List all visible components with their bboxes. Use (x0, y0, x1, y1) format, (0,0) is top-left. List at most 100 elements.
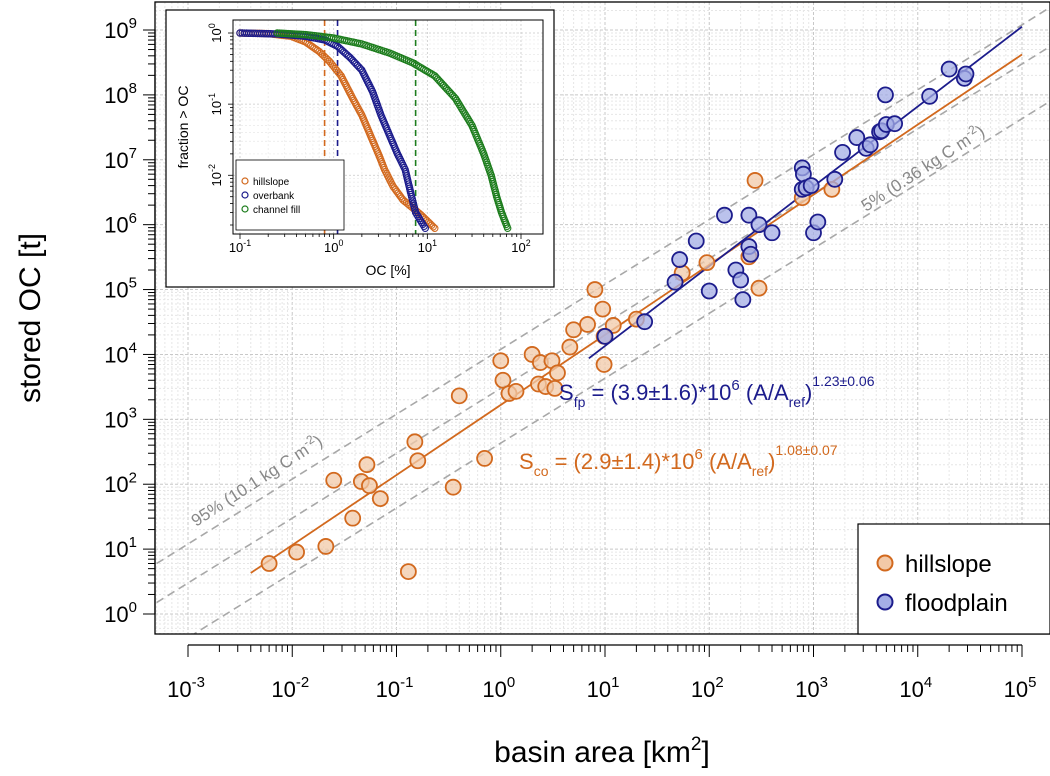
inset-legend-marker-channel-fill (241, 205, 249, 213)
x-tick-label: 103 (795, 674, 828, 702)
floodplain-point (957, 65, 975, 83)
hillslope-point (358, 456, 376, 474)
y-axis-label: stored OC [t] (14, 233, 47, 403)
hillslope-point (579, 316, 596, 333)
floodplain-point (921, 87, 939, 105)
floodplain-point (861, 136, 879, 154)
inset-x-tick-label: 102 (511, 238, 530, 255)
inset-y-axis: 100 10-1 10-2 (207, 23, 233, 226)
overbank-inset-point (419, 220, 427, 229)
channel-fill-inset-point (416, 63, 424, 71)
floodplain-point (834, 143, 851, 161)
channel-fill-inset-point (458, 106, 467, 114)
channel-fill-inset-point (418, 64, 426, 73)
hillslope-point (344, 509, 362, 527)
channel-fill-inset-point (456, 102, 464, 110)
y-tick-label: 100 (104, 599, 137, 627)
x-tick-label: 101 (587, 674, 620, 702)
channel-fill-inset-point (412, 61, 421, 69)
channel-fill-inset-point (462, 112, 470, 120)
y-tick-label: 109 (104, 15, 137, 43)
inset-legend-marker-overbank (241, 191, 249, 199)
y-tick-label: 101 (104, 534, 137, 562)
hillslope-inset-point (335, 70, 344, 78)
floodplain-point (940, 60, 958, 78)
x-axis: 10-3 10-2 10-1 100 101 102 103 104 105 (167, 644, 1036, 702)
y-tick-label: 108 (104, 80, 137, 108)
overbank-inset-point (411, 208, 420, 217)
x-tick-label: 10-1 (376, 674, 414, 702)
hillslope-inset-point (430, 224, 439, 233)
hillslope-point (595, 356, 613, 373)
inset-y-axis-label: fraction > OC (175, 86, 191, 169)
legend-label-floodplain: floodplain (905, 590, 1008, 617)
hillslope-point (561, 338, 579, 356)
hillslope-point (406, 433, 424, 451)
hillslope-point (476, 450, 494, 467)
inset-legend-label-overbank: overbank (253, 191, 295, 202)
channel-fill-inset-point (464, 116, 473, 124)
channel-fill-inset-point (503, 224, 512, 233)
inset-x-tick-label: 10-1 (229, 238, 251, 255)
channel-fill-inset-point (451, 94, 460, 103)
inset-box (165, 9, 555, 288)
reference-line-1 (156, 45, 1050, 604)
floodplain-point (809, 213, 827, 231)
channel-fill-inset-point (425, 68, 434, 77)
inset-x-axis-label: OC [%] (365, 262, 410, 278)
floodplain-point (666, 273, 684, 291)
floodplain-point (802, 177, 820, 194)
channel-fill-inset-point (423, 67, 432, 76)
hillslope-point (492, 352, 510, 370)
hillslope-point (325, 471, 343, 489)
x-tick-label: 104 (899, 674, 932, 702)
overbank-inset-point (417, 218, 426, 227)
inset-chart: 10-1 100 101 102 100 10-1 10-2 OC [%] fractio… (165, 9, 555, 288)
channel-fill-inset-point (467, 119, 475, 128)
inset-plot-frame (232, 19, 544, 235)
y-tick-label: 107 (104, 145, 137, 173)
inset-x-tick-label: 100 (324, 238, 343, 255)
hillslope-point (361, 477, 378, 495)
channel-fill-inset-point (414, 62, 423, 70)
floodplain-point (877, 86, 894, 104)
hillslope-point (594, 300, 612, 318)
floodplain-point (734, 291, 752, 309)
hillslope-point (317, 538, 335, 555)
overbank-inset-point (413, 210, 421, 219)
hillslope-point (604, 317, 622, 334)
hillslope-point (565, 321, 583, 339)
y-tick-label: 106 (104, 210, 137, 238)
floodplain-point (763, 224, 781, 242)
floodplain-point (687, 232, 705, 250)
inset-legend-box (235, 159, 345, 231)
floodplain-point (732, 271, 750, 289)
inset-y-tick-label: 10-2 (207, 164, 224, 186)
x-tick-label: 10-2 (271, 674, 309, 702)
floodplain-point (596, 327, 614, 345)
y-axis: 100 101 102 103 104 105 106 107 108 109 (104, 15, 156, 627)
inset-y-tick-label: 100 (207, 23, 224, 42)
channel-fill-inset-point (454, 98, 462, 107)
inset-legend-label-channel-fill: channel fill (253, 205, 300, 216)
hillslope-point (444, 478, 462, 496)
hillslope-inset-point (429, 222, 437, 231)
channel-fill-inset-point (457, 104, 466, 112)
x-tick-label: 100 (482, 674, 515, 702)
reference-line-2 (192, 100, 1050, 634)
legend-box (857, 523, 1050, 635)
floodplain-point (750, 216, 768, 234)
inset-x-axis: 10-1 100 101 102 (229, 234, 531, 255)
floodplain-point (742, 245, 760, 263)
x-axis-label: basin area [km2] (494, 734, 710, 769)
overbank-inset-point (415, 214, 423, 223)
hillslope-point (409, 452, 427, 470)
channel-fill-inset-point (452, 96, 461, 105)
legend-marker-hillslope (876, 554, 894, 572)
overbank-inset-point (421, 224, 429, 233)
channel-fill-inset-point (460, 108, 468, 116)
y-tick-label: 105 (104, 275, 137, 303)
overbank-inset-point (420, 222, 428, 231)
hillslope-point (288, 543, 305, 561)
